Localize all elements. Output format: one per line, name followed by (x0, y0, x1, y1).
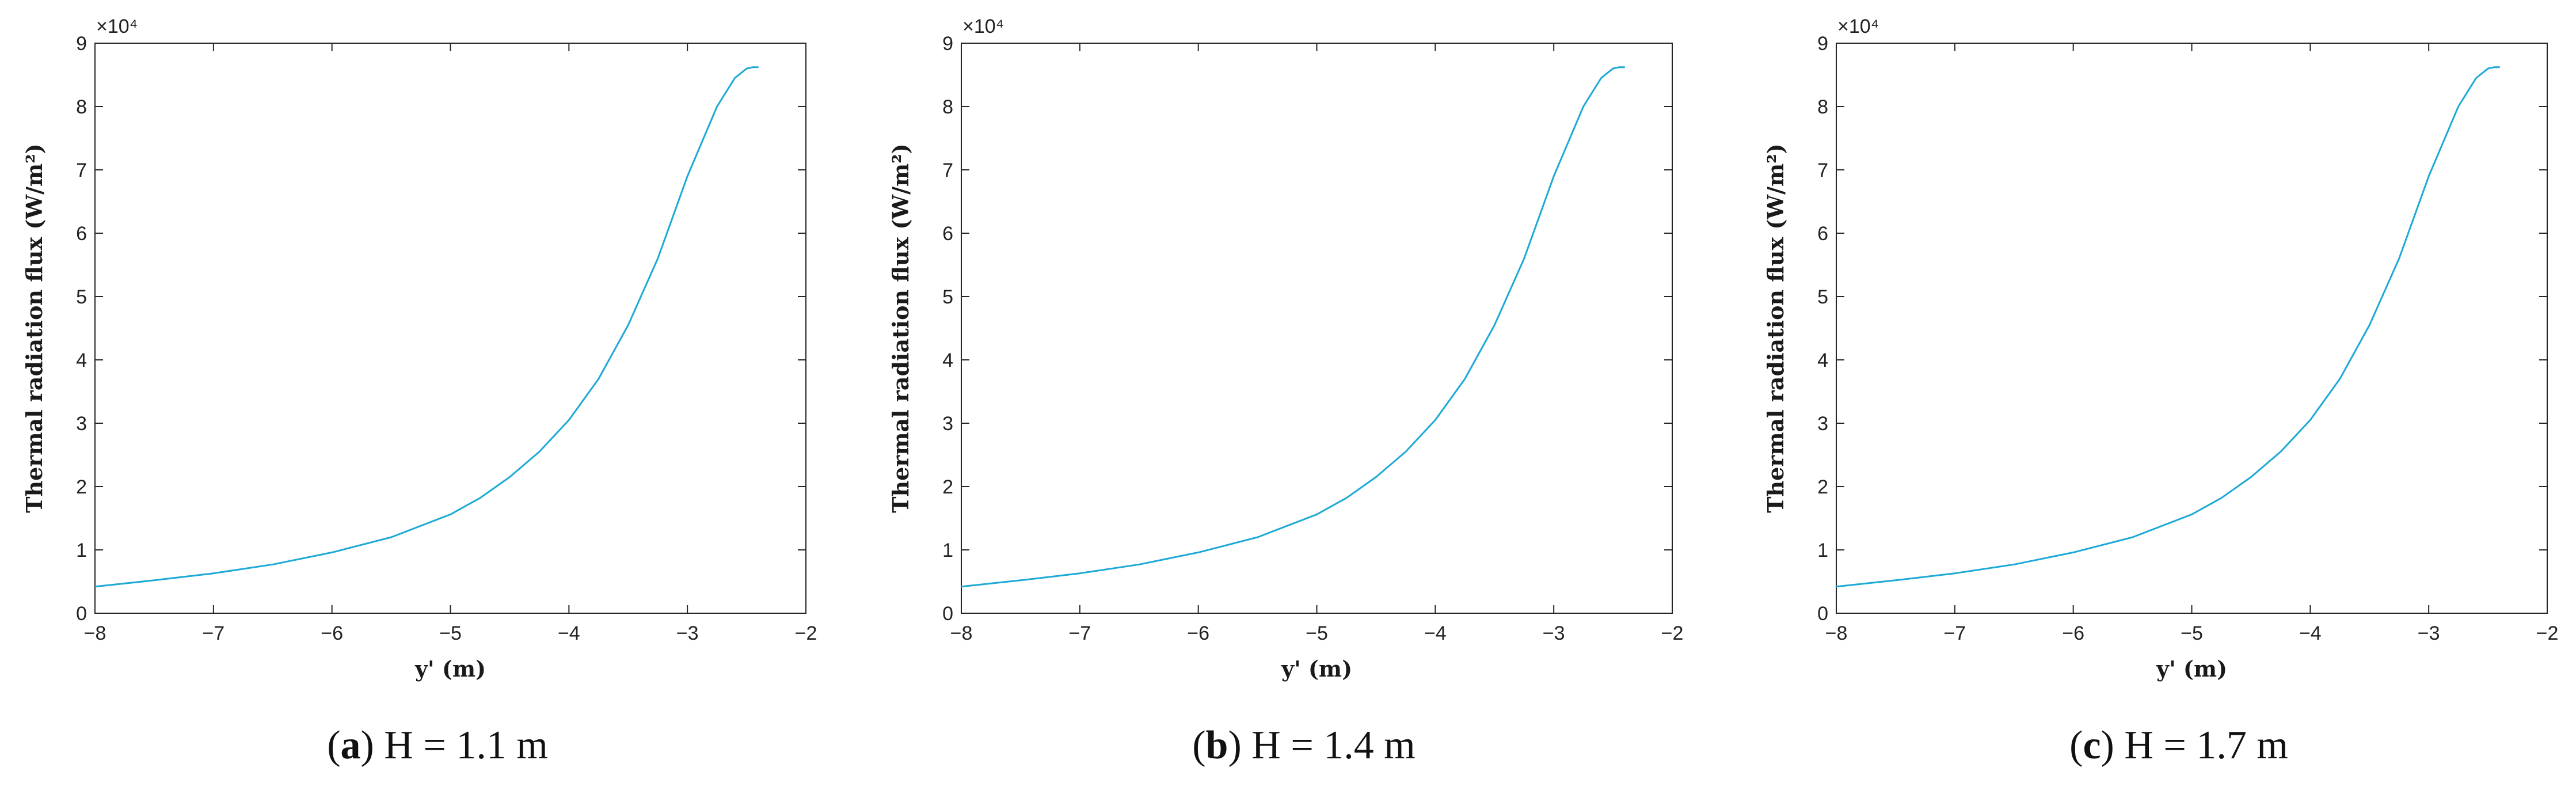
y-axis-label: Thermal radiation flux (W/m²) (1763, 143, 1789, 513)
x-tick-label: −5 (439, 622, 462, 644)
y-tick-label: 8 (1817, 96, 1828, 118)
x-tick-label: −4 (2299, 622, 2322, 644)
caption-letter-c: c (2083, 723, 2101, 768)
caption-letter-b: b (1205, 723, 1228, 768)
x-tick-label: −2 (1661, 622, 1684, 644)
x-tick-label: −7 (202, 622, 225, 644)
series-line (1836, 66, 2500, 588)
caption-text-b: ) H = 1.4 m (1228, 723, 1416, 768)
x-tick-label: −8 (84, 622, 106, 644)
x-tick-label: −7 (1068, 622, 1091, 644)
y-tick-label: 9 (942, 33, 953, 55)
y-tick-label: 3 (76, 413, 87, 435)
chart-a: −8 −7 −6 −5 −4 −3 −2 0 1 2 3 4 5 6 7 8 9 ×10⁴ y' (m) Therma… (21, 16, 817, 682)
y-tick-label: 5 (942, 286, 953, 308)
y-tick-label: 7 (1817, 159, 1828, 181)
y-tick-label: 3 (942, 413, 953, 435)
x-tick-label: −4 (558, 622, 580, 644)
y-tick-label: 5 (76, 286, 87, 308)
plot-frame (94, 43, 806, 614)
y-tick-label: 7 (942, 159, 953, 181)
y-axis-label: Thermal radiation flux (W/m²) (21, 143, 47, 513)
y-tick-label: 9 (76, 33, 87, 55)
x-tick-label: −6 (1187, 622, 1209, 644)
x-tick-label: −2 (2536, 622, 2559, 644)
x-tick-label: −4 (1424, 622, 1447, 644)
y-tick-label: 1 (942, 540, 953, 561)
x-tick-label: −8 (1825, 622, 1848, 644)
x-axis-label: y' (m) (1281, 656, 1352, 682)
caption-text-c: ) H = 1.7 m (2101, 723, 2288, 768)
x-tick-label: −5 (2181, 622, 2203, 644)
y-tick-label: 6 (942, 223, 953, 245)
y-tick-label: 9 (1817, 33, 1828, 55)
y-tick-label: 5 (1817, 286, 1828, 308)
chart-c: −8 −7 −6 −5 −4 −3 −2 0 1 2 3 4 5 6 7 8 9 ×10⁴ y' (m) Therma… (1763, 16, 2559, 682)
x-tick-label: −6 (2062, 622, 2084, 644)
chart-b: −8 −7 −6 −5 −4 −3 −2 0 1 2 3 4 5 6 7 8 9 ×10⁴ y' (m) Therma… (888, 16, 1684, 682)
plot-frame (961, 43, 1673, 614)
y-tick-label: 0 (1817, 603, 1828, 625)
panel-a: −8 −7 −6 −5 −4 −3 −2 0 1 2 3 4 5 6 7 8 9 ×10⁴ y' (m) Therma… (0, 0, 875, 790)
caption-a: (a) H = 1.1 m (327, 723, 548, 768)
x-axis-label: y' (m) (414, 656, 486, 682)
x-tick-label: −5 (1306, 622, 1328, 644)
y-tick-label: 2 (76, 476, 87, 498)
y-tick-label: 0 (76, 603, 87, 625)
y-tick-label: 8 (76, 96, 87, 118)
series-line (94, 66, 759, 588)
panel-c: −8 −7 −6 −5 −4 −3 −2 0 1 2 3 4 5 6 7 8 9 ×10⁴ y' (m) Therma… (1741, 0, 2576, 790)
y-tick-label: 1 (76, 540, 87, 561)
y-tick-label: 6 (76, 223, 87, 245)
y-axis-label: Thermal radiation flux (W/m²) (888, 143, 914, 513)
y-tick-label: 7 (76, 159, 87, 181)
panel-b: −8 −7 −6 −5 −4 −3 −2 0 1 2 3 4 5 6 7 8 9 ×10⁴ y' (m) Therma… (866, 0, 1741, 790)
y-tick-label: 4 (1817, 350, 1828, 371)
y-tick-label: 2 (942, 476, 953, 498)
y-exponent-label: ×10⁴ (96, 16, 138, 37)
y-tick-label: 6 (1817, 223, 1828, 245)
caption-c: (c) H = 1.7 m (2069, 723, 2288, 768)
plot-frame (1836, 43, 2548, 614)
y-tick-label: 4 (76, 350, 87, 371)
series-line (961, 66, 1625, 588)
x-tick-label: −2 (795, 622, 817, 644)
x-tick-label: −7 (1943, 622, 1966, 644)
y-tick-label: 8 (942, 96, 953, 118)
y-tick-label: 1 (1817, 540, 1828, 561)
y-tick-label: 4 (942, 350, 953, 371)
x-tick-label: −3 (676, 622, 699, 644)
caption-letter-a: a (340, 723, 361, 768)
x-tick-label: −3 (1543, 622, 1565, 644)
y-tick-label: 0 (942, 603, 953, 625)
x-tick-label: −8 (950, 622, 973, 644)
caption-b: (b) H = 1.4 m (1192, 723, 1416, 768)
caption-text-a: ) H = 1.1 m (360, 723, 548, 768)
y-tick-label: 3 (1817, 413, 1828, 435)
y-tick-label: 2 (1817, 476, 1828, 498)
y-exponent-label: ×10⁴ (1837, 16, 1879, 37)
x-tick-label: −6 (321, 622, 343, 644)
x-axis-label: y' (m) (2156, 656, 2227, 682)
y-exponent-label: ×10⁴ (962, 16, 1004, 37)
x-tick-label: −3 (2418, 622, 2440, 644)
